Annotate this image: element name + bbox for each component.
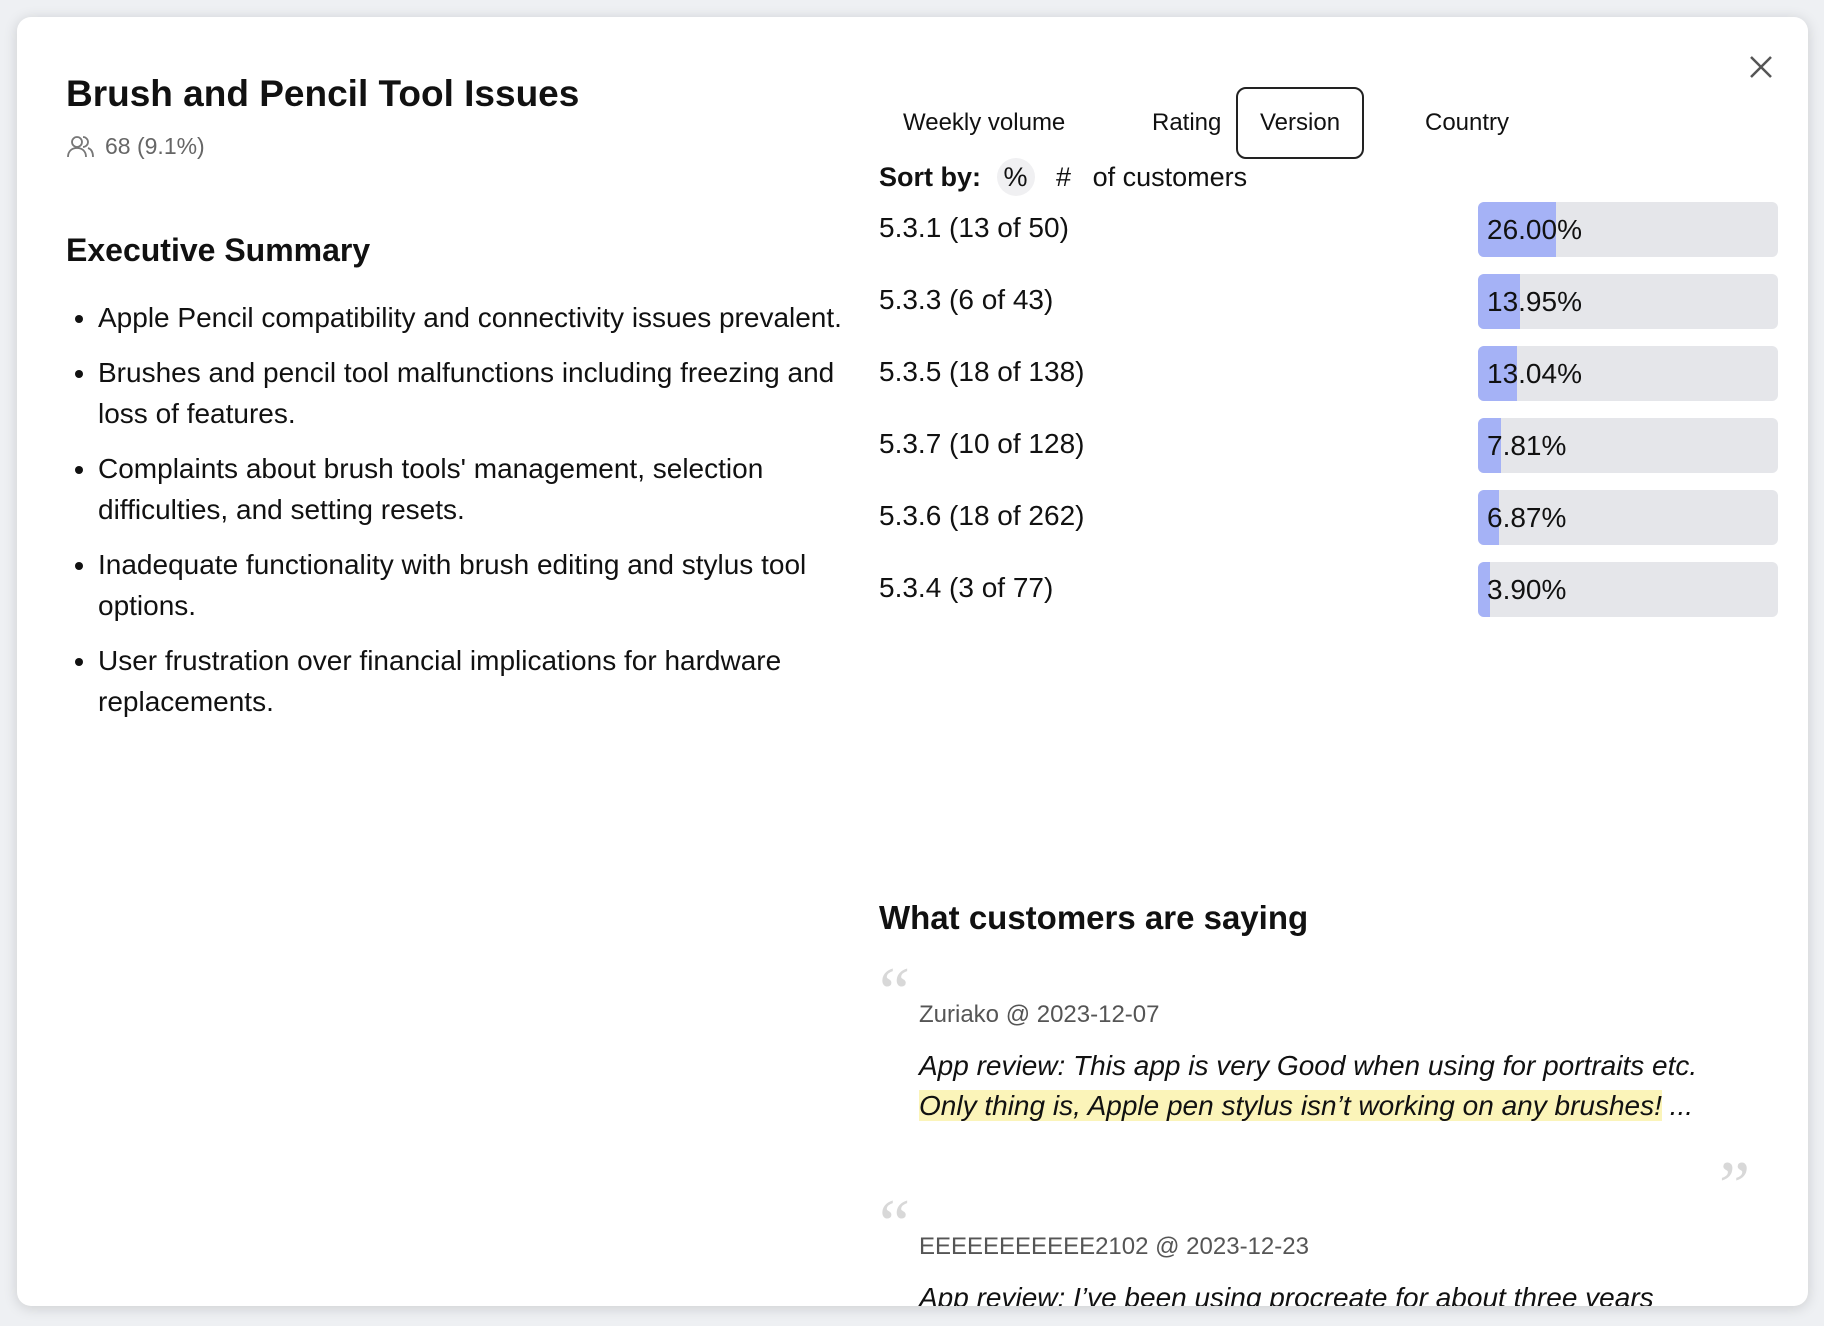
tab[interactable]: Country [1425,109,1510,136]
version-label: 5.3.1 (13 of 50) [879,212,1069,243]
version-label: 5.3.5 (18 of 138) [879,356,1085,387]
bar-track: 13.04% [1478,346,1778,401]
summary-bullet: Inadequate functionality with brush edit… [98,544,878,626]
bar [1478,418,1502,473]
tab[interactable]: Version [1236,87,1365,159]
bar-value: 7.81% [1487,430,1567,461]
summary-bullet: Complaints about brush tools' management… [98,448,878,530]
sort-suffix: of customers [1092,162,1248,192]
bar-track: 13.95% [1478,274,1778,329]
summary-bullet: User frustration over financial implicat… [98,640,878,722]
bar-value: 3.90% [1487,574,1567,605]
bar [1478,202,1556,257]
review-author: Zuriako @ 2023-12-07 [919,1001,1160,1028]
sort-label: Sort by: [879,162,982,192]
review-text: App review: This app is very Good when u… [919,1046,1699,1126]
bar-value: 26.00% [1487,214,1582,245]
tab[interactable]: Rating [1152,109,1222,136]
bar-track: 3.90% [1478,562,1778,617]
bar-value: 6.87% [1487,502,1567,533]
count: 68 (9.1%) [105,133,205,159]
version-label: 5.3.3 (6 of 43) [879,284,1054,315]
sort-option[interactable]: % [996,158,1035,196]
people-icon [67,136,94,158]
version-label: 5.3.7 (10 of 128) [879,428,1085,459]
bar [1478,562,1490,617]
quote-open: “ [879,954,911,1031]
sort-option[interactable]: # [1056,162,1072,192]
quote-open: “ [879,1186,911,1263]
review-text: App review: I’ve been using procreate fo… [919,1278,1699,1306]
bar-track: 7.81% [1478,418,1778,473]
bar-value: 13.04% [1487,358,1582,389]
version-label: 5.3.6 (18 of 262) [879,500,1085,531]
review-segment: ... [1661,1090,1694,1121]
bar [1478,490,1499,545]
review-segment: Only thing is, Apple pen stylus isn’t wo… [919,1090,1662,1121]
bar-track: 26.00% [1478,202,1778,257]
modal: Brush and Pencil Tool Issues 68 (9.1%) E… [17,17,1808,1306]
review-segment: App review: This app is very Good when u… [919,1050,1698,1081]
bar [1478,274,1520,329]
version-label: 5.3.4 (3 of 77) [879,572,1054,603]
bar-value: 13.95% [1487,286,1582,317]
summary-heading: Executive Summary [66,232,371,268]
summary-list: Apple Pencil compatibility and connectiv… [66,297,878,736]
reviews-heading: What customers are saying [879,899,1309,936]
quote-close: ” [1719,1148,1751,1225]
review-author: EEEEEEEEEEE2102 @ 2023-12-23 [919,1233,1309,1260]
sort-bar: Sort by: % # of customers [879,158,1247,196]
tab[interactable]: Weekly volume [903,109,1066,136]
close-button[interactable] [1748,54,1774,80]
summary-bullet: Apple Pencil compatibility and connectiv… [98,297,878,338]
review-segment: App review: I’ve been using procreate fo… [919,1282,1654,1306]
bar-track: 6.87% [1478,490,1778,545]
bar [1478,346,1518,401]
summary-bullet: Brushes and pencil tool malfunctions inc… [98,352,878,434]
title: Brush and Pencil Tool Issues [66,73,580,114]
